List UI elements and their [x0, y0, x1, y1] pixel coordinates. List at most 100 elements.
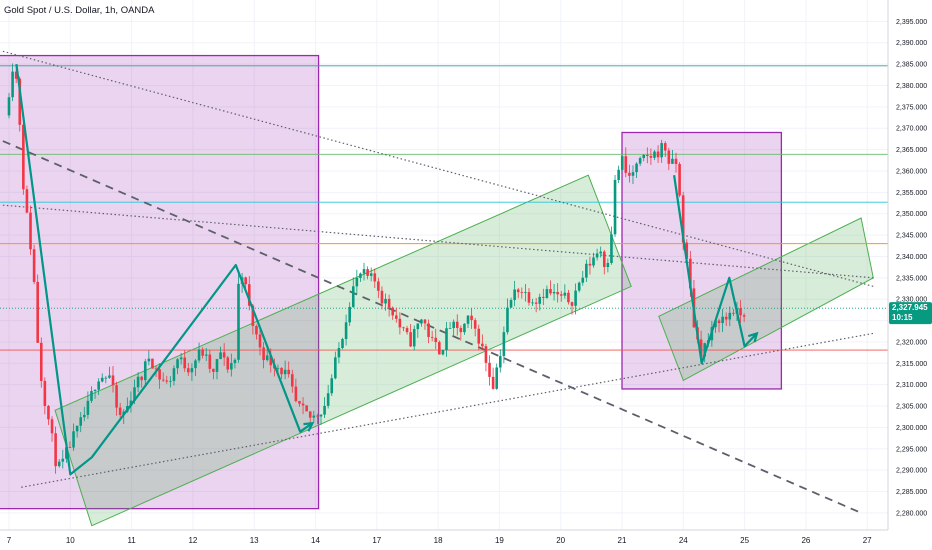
- candle-body: [577, 282, 581, 291]
- candle-body: [79, 417, 83, 426]
- candle-body: [617, 169, 620, 180]
- candle-body: [72, 431, 75, 448]
- candle-body: [323, 405, 326, 415]
- candle-body: [93, 389, 97, 392]
- candle-body: [197, 349, 201, 361]
- x-tick-label: 19: [495, 536, 504, 545]
- candle-body: [290, 374, 294, 387]
- candle-body: [559, 294, 563, 296]
- candle-body: [498, 356, 502, 368]
- candle-body: [405, 328, 409, 333]
- candle-body: [416, 323, 420, 330]
- trend-lines: [2, 50, 874, 514]
- candle-body: [75, 425, 79, 432]
- x-tick-label: 14: [311, 536, 320, 545]
- candle-body: [366, 269, 369, 276]
- y-tick-label: 2,290.000: [896, 468, 927, 475]
- candle-body: [624, 156, 628, 173]
- candle-body: [484, 346, 488, 363]
- candle-body: [384, 298, 387, 304]
- candle-body: [732, 312, 735, 314]
- candle-body: [681, 195, 685, 243]
- candle-body: [531, 302, 534, 304]
- candle-body: [258, 334, 262, 348]
- candle-body: [36, 281, 39, 343]
- y-tick-label: 2,280.000: [896, 510, 927, 517]
- candle-body: [230, 363, 233, 370]
- candle-body: [219, 352, 222, 360]
- y-tick-label: 2,350.000: [896, 211, 927, 218]
- candle-body: [552, 291, 556, 294]
- candle-body: [430, 336, 434, 338]
- candle-body: [68, 447, 72, 448]
- y-tick-label: 2,390.000: [896, 40, 927, 47]
- candle-body: [111, 375, 115, 386]
- candle-body: [32, 249, 36, 282]
- candle-body: [667, 150, 671, 164]
- candle-body: [678, 163, 681, 196]
- candle-body: [506, 307, 509, 333]
- candle-body: [534, 302, 538, 304]
- candle-body: [509, 300, 513, 308]
- candle-body: [610, 234, 613, 263]
- candle-body: [151, 358, 154, 369]
- candle-body: [613, 179, 617, 235]
- x-tick-label: 13: [250, 536, 259, 545]
- candle-body: [620, 156, 624, 170]
- x-tick-label: 7: [7, 536, 12, 545]
- y-tick-label: 2,315.000: [896, 361, 927, 368]
- candle-body: [685, 242, 689, 259]
- candle-body: [538, 296, 542, 304]
- candle-body: [161, 379, 165, 381]
- candle-body: [194, 360, 197, 369]
- candle-body: [25, 189, 29, 213]
- candle-body: [394, 315, 398, 319]
- candle-body: [305, 405, 308, 412]
- candle-body: [739, 308, 742, 316]
- candle-body: [14, 71, 18, 79]
- candle-body: [154, 368, 158, 370]
- candle-body: [646, 154, 649, 156]
- candle-body: [280, 367, 283, 375]
- candle-body: [602, 251, 606, 268]
- candle-body: [445, 328, 448, 351]
- candle-body: [169, 380, 172, 382]
- candle-body: [43, 380, 47, 406]
- candle-body: [387, 298, 391, 308]
- candle-body: [441, 350, 445, 355]
- candle-body: [721, 316, 724, 324]
- x-tick-label: 26: [801, 536, 810, 545]
- candle-body: [362, 269, 366, 274]
- y-tick-label: 2,335.000: [896, 275, 927, 282]
- candle-body: [348, 306, 351, 323]
- candle-body: [455, 321, 459, 328]
- candle-body: [187, 368, 190, 373]
- candle-body: [642, 154, 646, 159]
- candle-body: [570, 302, 574, 306]
- candle-body: [380, 290, 384, 304]
- zigzag-left: [15, 63, 314, 476]
- candle-body: [588, 263, 592, 266]
- candle-body: [524, 292, 527, 293]
- candle-body: [466, 315, 470, 324]
- candle-body: [628, 172, 631, 176]
- candle-body: [581, 277, 585, 283]
- candle-body: [638, 158, 642, 164]
- candle-body: [50, 419, 54, 434]
- candle-body: [61, 458, 65, 462]
- candle-body: [606, 262, 610, 268]
- x-tick-label: 24: [679, 536, 688, 545]
- candle-body: [438, 342, 441, 355]
- candle-body: [631, 172, 635, 176]
- candle-body: [377, 281, 380, 291]
- candle-body: [409, 332, 412, 347]
- candle-body: [699, 339, 703, 357]
- candle-body: [18, 78, 22, 125]
- candle-body: [255, 325, 258, 335]
- candle-body: [233, 359, 237, 364]
- candle-body: [477, 328, 481, 344]
- candle-body: [326, 393, 330, 406]
- candle-body: [423, 319, 427, 324]
